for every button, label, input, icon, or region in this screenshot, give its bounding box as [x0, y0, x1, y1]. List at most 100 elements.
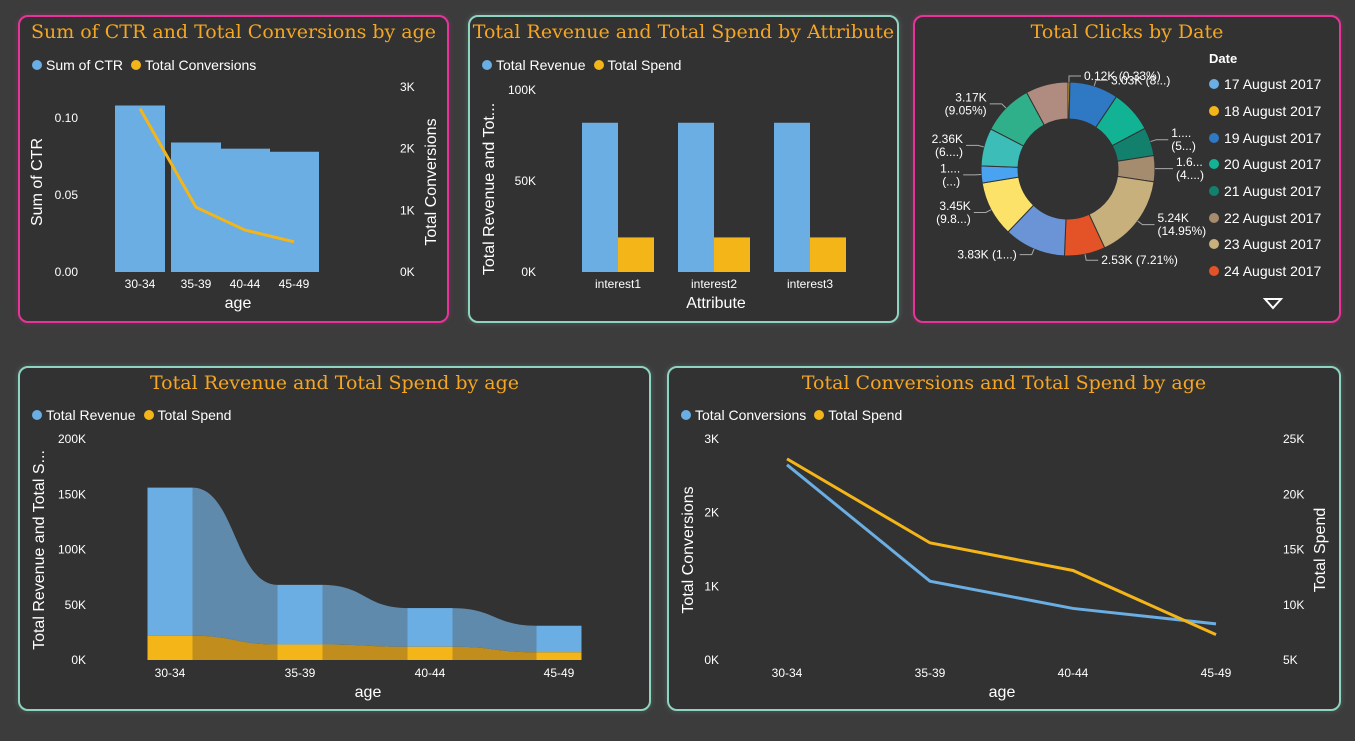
legend-dot: [1209, 239, 1219, 250]
panel-title: Total Revenue and Total Spend by Attribu…: [472, 21, 895, 43]
date-legend-label: 20 August 2017: [1224, 156, 1322, 173]
y2-tick-label: 10K: [1283, 598, 1304, 612]
y2-tick-label: 3K: [400, 80, 415, 94]
y-axis-label: Sum of CTR: [29, 138, 46, 226]
y-tick-label: 2K: [704, 506, 719, 520]
y2-axis-label: Total Conversions: [423, 118, 440, 245]
data-label: 1....: [940, 161, 960, 175]
data-label: 3.03K (8...): [1111, 73, 1170, 87]
data-label: 3.45K: [939, 199, 970, 213]
data-label: 1....: [1171, 126, 1191, 140]
date-legend-item[interactable]: 22 August 2017: [1209, 204, 1321, 231]
legend-dot: [1209, 159, 1219, 170]
y2-tick-label: 2K: [400, 142, 415, 156]
x-tick-label: interest3: [787, 277, 833, 291]
y2-tick-label: 20K: [1283, 487, 1304, 501]
legend-item-revenue[interactable]: Total Revenue: [482, 57, 586, 73]
date-legend-label: 19 August 2017: [1224, 129, 1322, 146]
y-tick-label: 50K: [65, 598, 86, 612]
leader-line: [966, 144, 984, 148]
date-legend-item[interactable]: 20 August 2017: [1209, 151, 1321, 178]
x-tick-label: 30-34: [125, 277, 156, 291]
x-axis-label: age: [989, 684, 1016, 701]
legend-dot: [1209, 79, 1219, 90]
ribbon-total-spend: [322, 644, 408, 660]
data-label: (14.95%): [1157, 224, 1206, 238]
clicks-by-date-panel[interactable]: Total Clicks by Date 0.12K (0.33%) 3.03K …: [913, 15, 1341, 323]
legend-item-conversions[interactable]: Total Conversions: [681, 407, 806, 423]
date-legend-label: 22 August 2017: [1224, 209, 1322, 226]
legend-dot: [1209, 132, 1219, 143]
date-legend-item[interactable]: 23 August 2017: [1209, 231, 1321, 258]
bar-total-spend: [810, 237, 846, 272]
leader-line: [1150, 139, 1169, 143]
date-legend-label: 23 August 2017: [1224, 236, 1322, 253]
bar-total-spend: [618, 237, 654, 272]
x-tick-label: 30-34: [155, 666, 186, 680]
ribbon-total-spend: [452, 646, 537, 660]
ribbon-total-revenue: [192, 487, 278, 645]
bar-total-revenue: [407, 608, 453, 647]
data-label: 2.53K (7.21%): [1101, 253, 1178, 267]
bar-ctr: [269, 151, 319, 272]
bar-total-revenue: [678, 122, 714, 272]
revenue-spend-age-chart: 0K 50K 100K 150K 200K 30-34 35-39 40-44 45-49 age…: [31, 432, 582, 701]
bar-total-spend: [277, 644, 323, 660]
legend-item-conversions[interactable]: Total Conversions: [131, 57, 256, 73]
x-axis-label: age: [225, 295, 252, 312]
legend-scroll-down-icon[interactable]: [1262, 298, 1284, 310]
leader-line: [973, 209, 992, 213]
y-tick-label: 150K: [58, 487, 86, 501]
data-label: 3.83K (1...): [957, 248, 1016, 262]
bar-total-revenue: [147, 487, 193, 636]
x-tick-label: 30-34: [772, 666, 803, 680]
line-total-conversions: [786, 463, 1217, 626]
leader-line: [1019, 248, 1035, 256]
legend-item-revenue[interactable]: Total Revenue: [32, 407, 136, 423]
panel-title: Total Conversions and Total Spend by age: [801, 372, 1207, 394]
line-total-conversions: [138, 107, 295, 244]
y-tick-label: 0.10: [55, 111, 79, 125]
donut-slice: [1025, 81, 1069, 126]
data-label: (9.8...): [936, 212, 971, 226]
y-tick-label: 0.00: [55, 265, 79, 279]
date-legend-title: Date: [1209, 51, 1238, 66]
legend-item-ctr[interactable]: Sum of CTR: [32, 57, 123, 73]
bar-total-spend: [714, 237, 750, 272]
y-axis-label: Total Conversions: [680, 486, 697, 613]
x-tick-label: 35-39: [915, 666, 946, 680]
ribbon-total-revenue: [322, 584, 408, 647]
conversions-spend-age-panel[interactable]: Total Conversions and Total Spend by age…: [667, 366, 1341, 711]
leader-line: [1093, 79, 1108, 87]
attribute-panel[interactable]: Total Revenue and Total Spend by Attribu…: [468, 15, 899, 323]
chart-legend: Total Revenue Total Spend: [482, 57, 681, 73]
date-legend-item[interactable]: 21 August 2017: [1209, 178, 1321, 205]
date-legend-item[interactable]: 19 August 2017: [1209, 124, 1321, 151]
ctr-conversions-panel[interactable]: Sum of CTR and Total Conversions by age …: [18, 15, 449, 323]
x-tick-label: interest1: [595, 277, 641, 291]
legend-item-spend[interactable]: Total Spend: [814, 407, 902, 423]
y-axis-label: Total Revenue and Tot...: [481, 103, 498, 275]
revenue-spend-age-panel[interactable]: Total Revenue and Total Spend by age Tot…: [18, 366, 651, 711]
date-legend-item[interactable]: 24 August 2017: [1209, 258, 1321, 285]
date-legend-label: 24 August 2017: [1224, 263, 1322, 280]
y2-tick-label: 1K: [400, 203, 415, 217]
data-label: (6....): [935, 145, 963, 159]
panel-title: Total Revenue and Total Spend by age: [149, 372, 519, 394]
y-tick-label: 0K: [71, 653, 86, 667]
x-tick-label: interest2: [691, 277, 737, 291]
date-legend-item[interactable]: 17 August 2017: [1209, 71, 1321, 98]
leader-line: [1137, 220, 1155, 226]
x-tick-label: 40-44: [1058, 666, 1089, 680]
line-total-spend: [786, 457, 1217, 636]
date-legend-item[interactable]: 18 August 2017: [1209, 98, 1321, 125]
x-tick-label: 40-44: [230, 277, 261, 291]
data-label: (4....): [1176, 168, 1204, 182]
legend-item-spend[interactable]: Total Spend: [593, 57, 681, 73]
legend-item-spend[interactable]: Total Spend: [143, 407, 231, 423]
bar-total-spend: [407, 646, 453, 660]
y-tick-label: 100K: [58, 543, 86, 557]
bar-total-spend: [147, 635, 193, 660]
legend-dot: [1209, 212, 1219, 223]
y-tick-label: 200K: [58, 432, 86, 446]
